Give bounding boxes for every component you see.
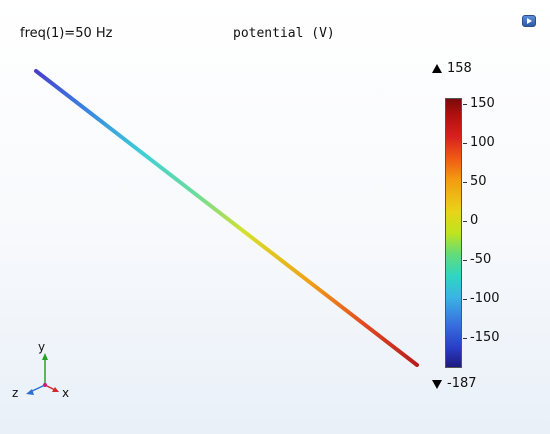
tick-mark bbox=[463, 221, 467, 222]
color-legend-bar bbox=[445, 98, 462, 368]
min-triangle-icon bbox=[432, 380, 442, 389]
colorbar-tick-label: -150 bbox=[470, 330, 500, 345]
tick-mark bbox=[463, 104, 467, 105]
colorbar-tick-label: 100 bbox=[470, 135, 495, 150]
max-triangle-icon bbox=[432, 64, 442, 73]
colorbar-tick-label: 50 bbox=[470, 174, 487, 189]
tick-mark bbox=[463, 260, 467, 261]
tick-mark bbox=[463, 338, 467, 339]
axis-y-label: y bbox=[38, 340, 46, 354]
plot-title: potential (V) bbox=[233, 26, 335, 41]
axis-triad: y z x bbox=[8, 335, 78, 405]
colorbar-tick-label: 150 bbox=[470, 96, 495, 111]
colorbar-tick-label: -100 bbox=[470, 291, 500, 306]
axis-z-label: z bbox=[12, 386, 19, 400]
axis-triad-arrows bbox=[26, 353, 59, 395]
tick-mark bbox=[463, 299, 467, 300]
max-value-label: 158 bbox=[447, 61, 472, 76]
wire-line bbox=[34, 69, 419, 367]
min-value-label: -187 bbox=[447, 376, 477, 391]
colorbar-tick-label: -50 bbox=[470, 252, 492, 267]
frequency-label: freq(1)=50 Hz bbox=[20, 26, 113, 41]
tick-mark bbox=[463, 143, 467, 144]
colorbar-tick-label: 0 bbox=[470, 213, 479, 228]
view-window-icon[interactable] bbox=[522, 15, 536, 27]
tick-mark bbox=[463, 182, 467, 183]
axis-x-label: x bbox=[62, 386, 70, 400]
